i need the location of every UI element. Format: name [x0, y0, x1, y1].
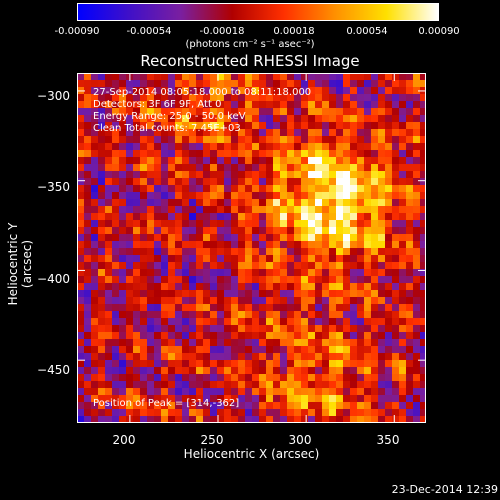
annotation-clean: Clean Total counts: 7.45E+03: [93, 123, 241, 134]
colorbar-unit-label: (photons cm⁻² s⁻¹ asec⁻²): [185, 39, 315, 50]
y-tick-label: −400: [37, 272, 70, 286]
plot-axes: [77, 73, 426, 423]
annotation-time-range: 27-Sep-2014 08:05:18.000 to 08:11:18.000: [93, 87, 312, 98]
colorbar-tick: -0.00018: [199, 26, 245, 37]
y-tick-label: −450: [37, 363, 70, 377]
y-tick-label: −300: [37, 89, 70, 103]
y-axis-label: Heliocentric Y (arcsec): [6, 222, 34, 306]
colorbar: [77, 3, 439, 21]
colorbar-tick: 0.00018: [273, 26, 315, 37]
heatmap-image: [77, 73, 426, 423]
annotation-peak: Position of Peak = [314,-362]: [93, 398, 240, 409]
x-tick-label: 300: [288, 433, 312, 447]
colorbar-tick: 0.00054: [346, 26, 388, 37]
plot-area: 27-Sep-2014 08:05:18.000 to 08:11:18.000…: [77, 73, 426, 423]
annotation-energy: Energy Range: 25.0 - 50.0 keV: [93, 111, 246, 122]
colorbar-tick: -0.00054: [126, 26, 172, 37]
colorbar-tick: 0.00090: [418, 26, 460, 37]
colorbar-tick: -0.00090: [54, 26, 100, 37]
plot-frame: [77, 73, 426, 423]
y-tick-label: −350: [37, 180, 70, 194]
x-tick-label: 250: [200, 433, 224, 447]
x-axis-label: Heliocentric X (arcsec): [183, 447, 320, 461]
annotation-detectors: Detectors: 3F 6F 9F, Att 0: [93, 99, 222, 110]
chart-title: Reconstructed RHESSI Image: [140, 52, 360, 70]
x-tick-label: 200: [112, 433, 136, 447]
footer-timestamp: 23-Dec-2014 12:39: [391, 483, 498, 496]
x-tick-label: 350: [376, 433, 400, 447]
